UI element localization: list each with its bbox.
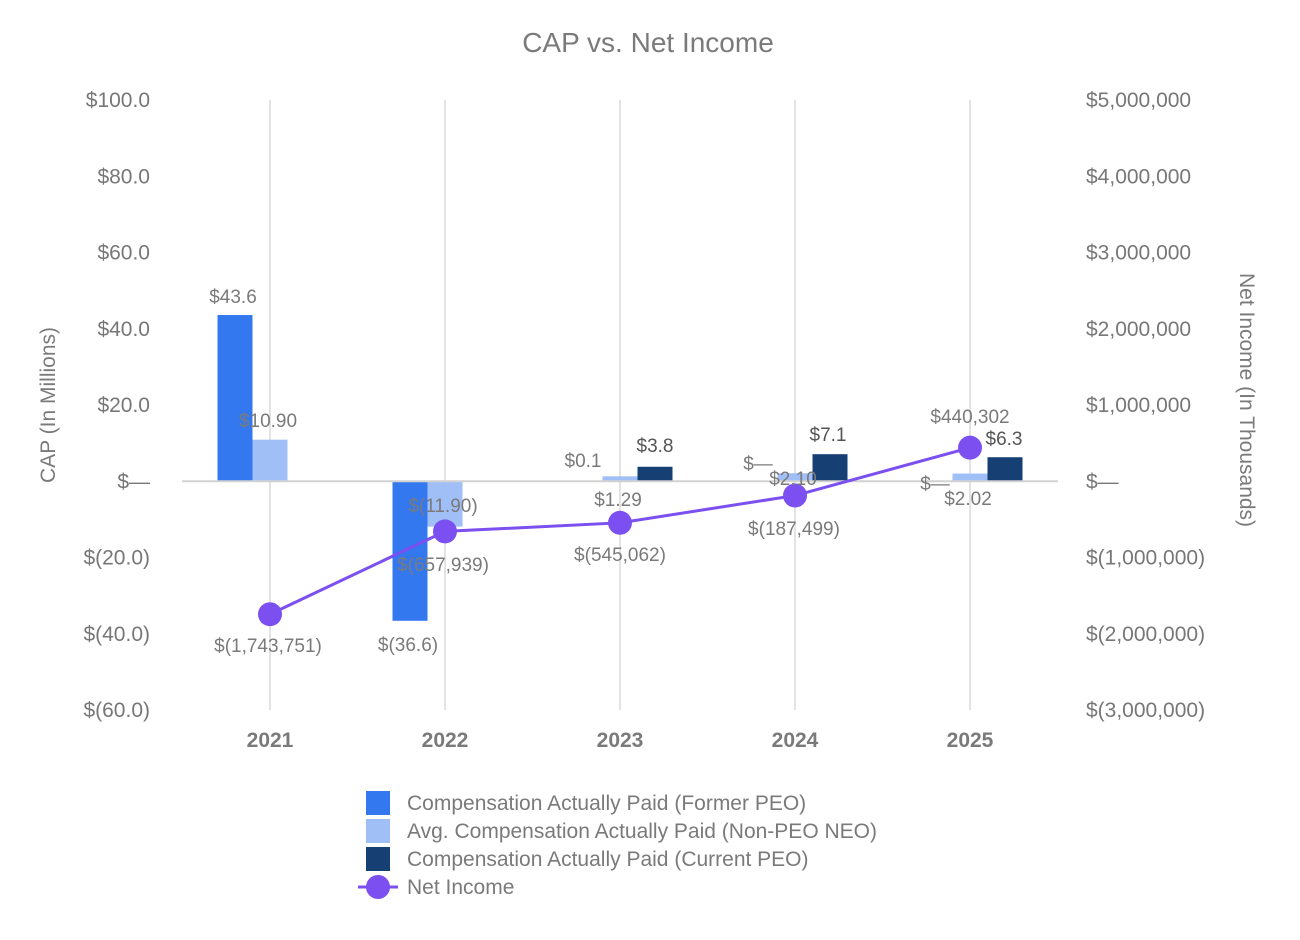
right-tick-label: $—	[1086, 470, 1119, 493]
legend-swatch-series1	[366, 791, 390, 815]
right-axis-ticks: $(3,000,000) $(2,000,000) $(1,000,000) $— $1…	[1086, 89, 1205, 722]
category-label-2025: 2025	[947, 729, 994, 752]
legend-label-series3: Compensation Actually Paid (Current PEO)	[407, 848, 809, 871]
bar-label-series1-2022: $(36.6)	[378, 635, 438, 656]
left-tick-label: $—	[117, 470, 150, 493]
bar-series2-2024	[777, 473, 813, 482]
left-tick-label: $100.0	[86, 89, 150, 112]
left-tick-label: $60.0	[97, 242, 150, 265]
left-tick-label: $(40.0)	[83, 623, 150, 646]
bar-series	[217, 315, 1023, 621]
legend-label-net-income: Net Income	[407, 876, 514, 899]
left-axis-label: CAP (In Millions)	[37, 327, 60, 483]
bar-data-labels: $43.6$(36.6)$0.1 $—$—$10.90$(11.90) $1.29$…	[209, 287, 1022, 656]
net-income-label-2023: $(545,062)	[574, 545, 666, 566]
legend-marker-net-income	[366, 875, 390, 899]
net-income-label-2024: $(187,499)	[748, 519, 840, 540]
legend-swatch-series2	[366, 819, 390, 843]
bar-label-series2-2025: $2.02	[944, 489, 992, 510]
right-tick-label: $(1,000,000)	[1086, 547, 1205, 570]
right-tick-label: $(3,000,000)	[1086, 699, 1205, 722]
right-tick-label: $2,000,000	[1086, 318, 1191, 341]
bar-label-series1-2025: $—	[920, 474, 950, 495]
bar-series2-2021	[252, 439, 288, 482]
bar-series3-2025	[987, 457, 1023, 482]
right-tick-label: $(2,000,000)	[1086, 623, 1205, 646]
left-tick-label: $40.0	[97, 318, 150, 341]
left-tick-label: $80.0	[97, 165, 150, 188]
net-income-label-2025: $440,302	[930, 407, 1009, 428]
net-income-point-2024	[783, 483, 807, 508]
bar-series1-2022	[392, 481, 428, 621]
left-tick-label: $(60.0)	[83, 699, 150, 722]
net-income-point-2025	[958, 435, 982, 460]
net-income-point-2023	[608, 510, 632, 535]
bar-label-series1-2023: $0.1	[565, 451, 602, 472]
category-label-2024: 2024	[772, 729, 819, 752]
left-axis-ticks: $(60.0) $(40.0) $(20.0) $— $20.0 $40.0 $60.0 $8…	[83, 89, 150, 722]
right-tick-label: $3,000,000	[1086, 242, 1191, 265]
grid-lines	[269, 100, 971, 710]
legend: Compensation Actually Paid (Former PEO) A…	[358, 791, 877, 899]
bar-series2-2025	[952, 473, 988, 482]
bar-label-series2-2021: $10.90	[239, 411, 297, 432]
legend-swatch-series3	[366, 847, 390, 871]
bar-label-series2-2022: $(11.90)	[408, 496, 477, 517]
category-labels: 2021 2022 2023 2024 2025	[247, 729, 994, 752]
bar-series2-2022	[427, 481, 463, 527]
bar-label-series3-2024: $7.1	[810, 425, 847, 446]
right-tick-label: $4,000,000	[1086, 165, 1191, 188]
category-label-2021: 2021	[247, 729, 294, 752]
category-label-2022: 2022	[422, 729, 469, 752]
net-income-line: $(1,743,751) $(657,939) $(545,062) $(187,49…	[214, 407, 1010, 657]
bar-label-series2-2023: $1.29	[594, 490, 642, 511]
legend-label-series2: Avg. Compensation Actually Paid (Non-PEO…	[407, 820, 877, 843]
net-income-label-2022: $(657,939)	[397, 555, 489, 576]
bar-label-series1-2024: $—	[743, 454, 773, 475]
chart-title: CAP vs. Net Income	[522, 27, 774, 58]
legend-label-series1: Compensation Actually Paid (Former PEO)	[407, 792, 806, 815]
bar-series1-2021	[217, 315, 253, 482]
bar-series3-2024	[812, 454, 848, 482]
right-axis-label: Net Income (In Thousands)	[1235, 273, 1258, 527]
net-income-point-2022	[433, 519, 457, 544]
bar-label-series2-2024: $2.10	[769, 469, 817, 490]
net-income-label-2021: $(1,743,751)	[214, 636, 322, 657]
bar-label-series1-2021: $43.6	[209, 287, 257, 308]
bar-series2-2023	[602, 476, 638, 482]
right-tick-label: $5,000,000	[1086, 89, 1191, 112]
left-tick-label: $(20.0)	[83, 547, 150, 570]
right-tick-label: $1,000,000	[1086, 394, 1191, 417]
left-tick-label: $20.0	[97, 394, 150, 417]
category-label-2023: 2023	[597, 729, 644, 752]
bar-series3-2023	[637, 466, 673, 482]
bar-label-series3-2023: $3.8	[637, 436, 674, 457]
bar-label-series3-2025: $6.3	[986, 429, 1023, 450]
net-income-point-2021	[258, 602, 282, 627]
